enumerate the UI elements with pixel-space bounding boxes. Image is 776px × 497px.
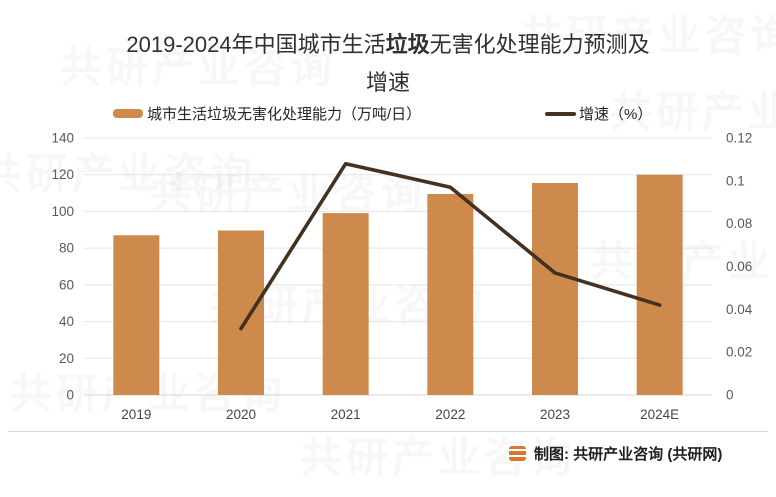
legend-growth-label: 增速（%） bbox=[579, 106, 653, 123]
title-text-suffix: 无害化处理能力预测及 bbox=[429, 32, 650, 57]
right-axis-tick-label: 0.02 bbox=[726, 345, 752, 360]
right-axis-tick-label: 0.1 bbox=[726, 173, 745, 188]
chart-title-line1: 2019-2024年中国城市生活垃圾无害化处理能力预测及 bbox=[0, 26, 776, 64]
legend-item-growth: 增速（%） bbox=[545, 103, 652, 124]
title-text-bold: 垃圾 bbox=[385, 32, 430, 57]
footer-credit: 制图: 共研产业咨询 (共研网) bbox=[509, 443, 722, 464]
bar-2024E bbox=[636, 174, 683, 395]
left-axis-tick-label: 0 bbox=[66, 388, 74, 403]
right-axis-tick-label: 0.12 bbox=[726, 131, 752, 146]
bar-2020 bbox=[218, 230, 264, 395]
x-axis-label-2020: 2020 bbox=[226, 407, 256, 422]
footer-divider bbox=[8, 431, 768, 432]
chart-title: 2019-2024年中国城市生活垃圾无害化处理能力预测及 增速 bbox=[0, 26, 776, 102]
legend-capacity-label: 城市生活垃圾无害化处理能力（万吨/日） bbox=[147, 106, 422, 123]
x-axis-label-2023: 2023 bbox=[540, 407, 570, 422]
right-axis-tick-label: 0 bbox=[726, 388, 734, 403]
left-axis-tick-label: 120 bbox=[51, 167, 74, 182]
gongyan-logo-icon bbox=[509, 446, 526, 461]
left-axis-tick-label: 60 bbox=[59, 277, 74, 292]
growth-line bbox=[239, 161, 662, 331]
title-text-prefix: 2019-2024年中国城市生活 bbox=[126, 32, 386, 57]
left-axis-tick-label: 40 bbox=[59, 314, 74, 329]
right-axis-tick-label: 0.08 bbox=[726, 216, 752, 231]
bar-2023 bbox=[532, 182, 578, 395]
x-axis-label-2019: 2019 bbox=[121, 407, 151, 422]
line-series-swatch-icon bbox=[545, 111, 576, 116]
bar-2019 bbox=[113, 235, 160, 395]
bar-series-swatch-icon bbox=[113, 109, 143, 118]
x-axis-label-2024E: 2024E bbox=[640, 407, 679, 422]
chart-title-line2: 增速 bbox=[365, 70, 410, 95]
bar-2022 bbox=[427, 193, 474, 395]
left-axis-tick-label: 140 bbox=[51, 131, 74, 146]
left-axis-tick-label: 100 bbox=[51, 204, 74, 219]
legend-item-capacity: 城市生活垃圾无害化处理能力（万吨/日） bbox=[113, 103, 421, 124]
left-axis-tick-label: 80 bbox=[59, 241, 74, 256]
credit-text: 制图: 共研产业咨询 (共研网) bbox=[534, 446, 723, 463]
left-axis-tick-label: 20 bbox=[59, 351, 74, 366]
x-axis-label-2021: 2021 bbox=[331, 407, 361, 422]
bar-2021 bbox=[322, 213, 369, 395]
right-axis-tick-label: 0.04 bbox=[726, 302, 753, 317]
x-axis-label-2022: 2022 bbox=[435, 407, 465, 422]
right-axis-tick-label: 0.06 bbox=[726, 259, 752, 274]
